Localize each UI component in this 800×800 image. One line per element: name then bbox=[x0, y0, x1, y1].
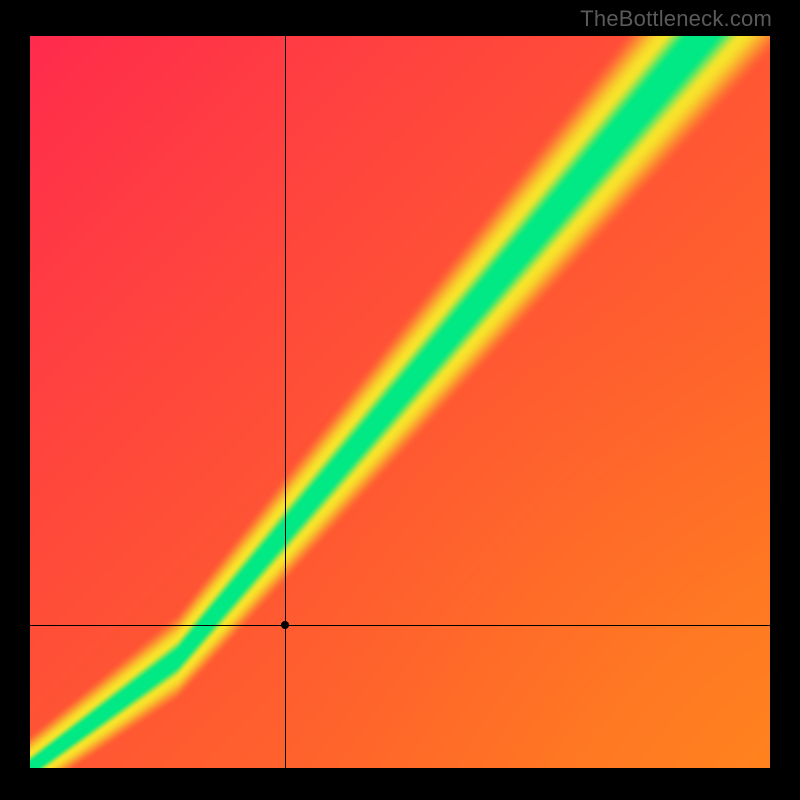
plot-area bbox=[30, 36, 770, 768]
chart-container: TheBottleneck.com bbox=[0, 0, 800, 800]
crosshair-marker-dot bbox=[281, 621, 289, 629]
attribution-text: TheBottleneck.com bbox=[580, 6, 772, 32]
bottleneck-heatmap bbox=[30, 36, 770, 768]
crosshair-horizontal-line bbox=[30, 625, 770, 626]
crosshair-vertical-line bbox=[285, 36, 286, 768]
